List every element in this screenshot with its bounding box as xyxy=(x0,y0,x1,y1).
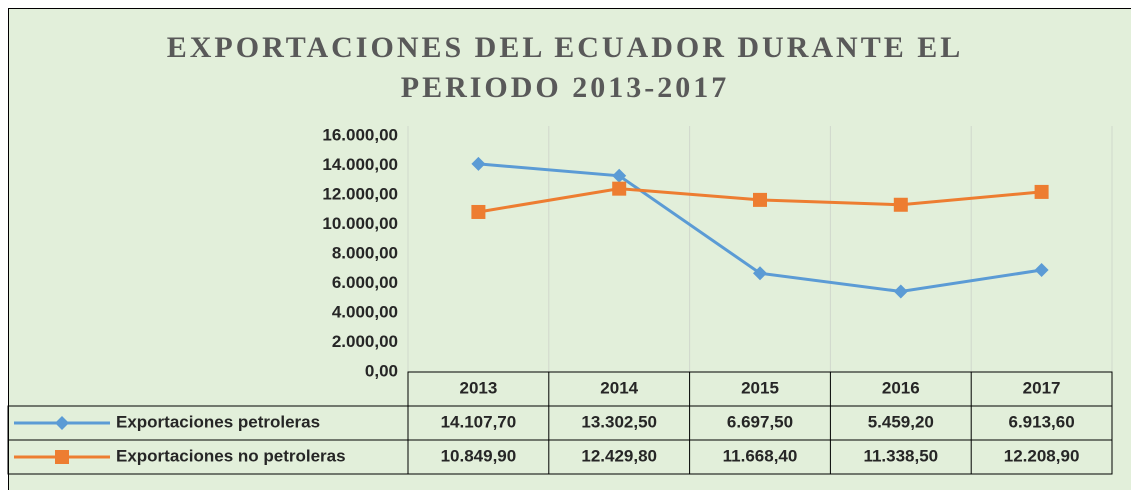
y-tick-label: 2.000,00 xyxy=(332,332,398,351)
marker xyxy=(612,168,627,183)
table-value: 11.668,40 xyxy=(723,446,798,465)
table-value: 10.849,90 xyxy=(441,446,517,465)
legend-marker xyxy=(55,416,69,430)
chart-frame xyxy=(8,8,1131,490)
chart-title: EXPORTACIONES DEL ECUADOR DURANTE EL PER… xyxy=(166,31,964,104)
x-tick-label: 2013 xyxy=(459,378,497,397)
marker xyxy=(753,192,767,207)
marker xyxy=(471,156,486,171)
y-tick-label: 14.000,00 xyxy=(322,155,398,174)
y-tick-label: 4.000,00 xyxy=(332,302,398,321)
marker xyxy=(893,284,908,299)
x-tick-label: 2016 xyxy=(882,378,920,397)
marker xyxy=(471,204,486,219)
legend-label: Exportaciones no petroleras xyxy=(116,446,346,465)
legend-marker xyxy=(55,450,69,464)
table-value: 13.302,50 xyxy=(581,412,657,431)
marker xyxy=(1034,263,1049,278)
marker xyxy=(893,197,908,212)
y-tick-label: 6.000,00 xyxy=(332,273,398,292)
x-tick-label: 2014 xyxy=(600,378,638,397)
table-value: 5.459,20 xyxy=(868,412,934,431)
marker xyxy=(753,266,767,281)
marker xyxy=(612,181,627,196)
table-value: 6.913,60 xyxy=(1009,412,1075,431)
y-tick-label: 12.000,00 xyxy=(322,184,398,203)
table-value: 14.107,70 xyxy=(441,412,517,431)
y-tick-label: 10.000,00 xyxy=(322,214,398,233)
marker xyxy=(1034,184,1049,199)
x-tick-label: 2017 xyxy=(1023,378,1061,397)
y-tick-label: 16.000,00 xyxy=(322,125,398,144)
x-tick-label: 2015 xyxy=(741,378,779,397)
table-value: 12.208,90 xyxy=(1004,446,1080,465)
table-value: 12.429,80 xyxy=(581,446,657,465)
legend-label: Exportaciones petroleras xyxy=(116,412,320,431)
table-value: 11.338,50 xyxy=(863,446,938,465)
y-tick-label: 0,00 xyxy=(365,361,398,380)
table-value: 6.697,50 xyxy=(727,412,793,431)
y-tick-label: 8.000,00 xyxy=(332,243,398,262)
